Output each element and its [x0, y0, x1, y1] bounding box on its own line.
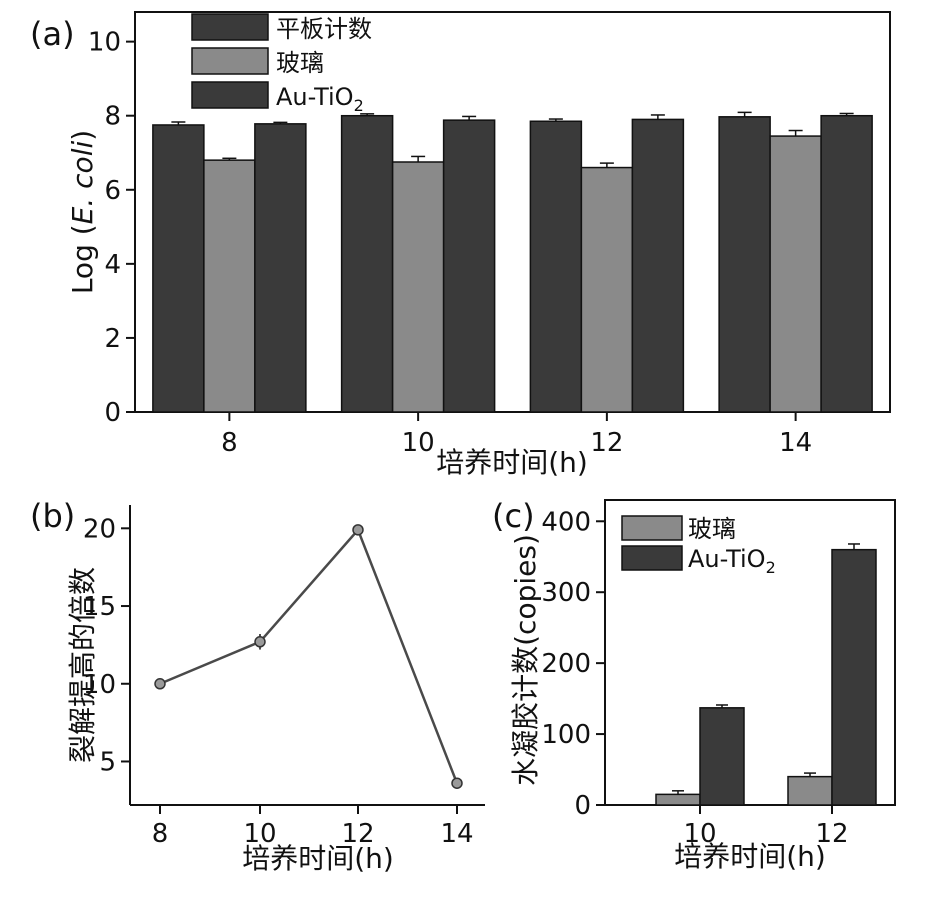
panel-c-y-tick-label: 400 [541, 507, 591, 537]
panel-b-y-tick-label: 20 [83, 514, 116, 544]
panel-c-legend-label-1: 玻璃 [688, 515, 736, 543]
panel-a-bars [153, 112, 872, 412]
panel-b-series-line [160, 530, 457, 783]
panel-b-y-axis-title: 裂解提高的倍数 [66, 567, 99, 763]
panel-a-bar [770, 136, 821, 412]
panel-b-x-tick-label: 14 [440, 819, 473, 849]
panel-b-x-tick-label: 8 [152, 819, 169, 849]
panel-b-y-tick-label: 5 [99, 747, 116, 777]
panel-b-data-point [255, 637, 265, 647]
panel-c-legend-label-2-sub: 2 [766, 558, 776, 577]
panel-a-y-axis-title-italic: E. coli [66, 141, 99, 225]
panel-a-legend-swatch-2 [192, 48, 268, 74]
panel-a: (a) 0 2 4 6 8 10 8 10 12 14 培养时间(h) Log (E. coli… [30, 12, 890, 479]
panel-c-y-tick-label: 200 [541, 649, 591, 679]
panel-a-bar [204, 160, 255, 412]
panel-a-label: (a) [30, 15, 75, 53]
panel-a-bar [342, 116, 393, 412]
panel-c-x-axis-title: 培养时间(h) [674, 840, 826, 873]
panel-c-legend: 玻璃 Au-TiO2 [622, 515, 776, 577]
panel-c-bar [788, 777, 832, 805]
panel-c-label: (c) [492, 497, 535, 535]
panel-a-legend-label-3-main: Au-TiO [276, 83, 354, 111]
panel-c-legend-label-2: Au-TiO2 [688, 545, 776, 577]
panel-b-x-axis-title: 培养时间(h) [242, 842, 394, 875]
panel-c-bars [656, 544, 876, 805]
panel-c-y-ticks: 0 100 200 300 400 [541, 507, 605, 821]
panel-a-x-tick-label: 8 [221, 428, 238, 458]
panel-b-data-point [353, 525, 363, 535]
panel-a-y-tick-label: 10 [88, 28, 121, 58]
panel-a-bar [821, 116, 872, 412]
panel-c-y-tick-label: 100 [541, 720, 591, 750]
panel-b-label: (b) [30, 497, 75, 535]
panel-a-y-axis-title: Log (E. coli) [66, 130, 99, 294]
panel-a-x-tick-label: 14 [779, 428, 812, 458]
panel-a-y-tick-label: 4 [104, 250, 121, 280]
panel-a-bar [530, 121, 581, 412]
panel-a-bar [719, 117, 770, 412]
panel-a-legend: 平板计数 玻璃 Au-TiO2 [192, 14, 372, 115]
panel-a-y-axis-title-post: ) [66, 130, 99, 141]
panel-a-bar [153, 125, 204, 412]
panel-a-bar [581, 168, 632, 412]
panel-a-legend-swatch-1 [192, 14, 268, 40]
panel-c: (c) 0100200300400 1012 培养时间(h) 水凝胶计数(cop… [492, 497, 895, 873]
panel-b: (b) 5101520 8101214 培养时间(h) 裂解提高的倍数 [30, 497, 485, 875]
panel-c-bar [832, 550, 876, 805]
panel-a-x-tick-label: 12 [590, 428, 623, 458]
panel-a-y-tick-label: 2 [104, 324, 121, 354]
panel-c-legend-label-2-main: Au-TiO [688, 545, 766, 573]
panel-a-bar [255, 124, 306, 412]
panel-a-x-axis-title: 培养时间(h) [436, 446, 588, 479]
panel-c-y-tick-label: 300 [541, 578, 591, 608]
panel-c-y-axis-title: 水凝胶计数(copies) [509, 534, 542, 786]
panel-a-x-tick-label: 10 [402, 428, 435, 458]
panel-a-legend-label-3: Au-TiO2 [276, 83, 364, 115]
panel-c-bar [700, 708, 744, 805]
panel-c-legend-swatch-1 [622, 516, 682, 540]
panel-a-legend-label-3-sub: 2 [354, 96, 364, 115]
panel-c-y-tick-label: 0 [574, 791, 591, 821]
panel-c-legend-swatch-2 [622, 546, 682, 570]
panel-a-legend-label-2: 玻璃 [276, 49, 324, 77]
panel-a-legend-swatch-3 [192, 82, 268, 108]
panel-a-y-axis-title-pre: Log ( [66, 224, 99, 294]
panel-a-y-tick-label: 6 [104, 176, 121, 206]
panel-b-series [155, 525, 462, 788]
panel-c-bar [656, 794, 700, 805]
panel-b-data-point [155, 679, 165, 689]
panel-a-y-tick-label: 0 [104, 398, 121, 428]
panel-a-legend-label-1: 平板计数 [276, 15, 372, 43]
panel-a-bar [444, 120, 495, 412]
panel-a-bar [393, 162, 444, 412]
panel-b-data-point [452, 778, 462, 788]
panel-a-bar [632, 119, 683, 412]
panel-a-y-tick-label: 8 [104, 102, 121, 132]
